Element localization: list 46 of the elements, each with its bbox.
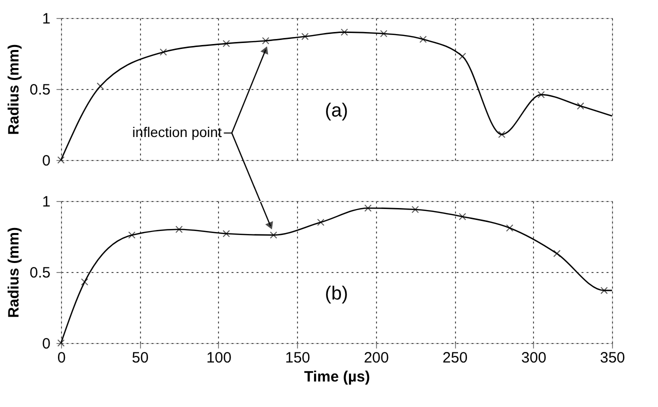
point — [128, 231, 136, 239]
point — [57, 156, 65, 164]
point — [380, 30, 388, 38]
x-tick-label: 250 — [442, 350, 468, 366]
point — [262, 37, 270, 44]
point — [270, 231, 278, 239]
point — [458, 213, 466, 220]
point — [222, 40, 230, 48]
y-tick-label: 0.5 — [30, 82, 50, 98]
y-axis-title: Radius (mm) — [6, 44, 23, 135]
x-tick-label: 100 — [206, 350, 232, 366]
point — [419, 36, 427, 43]
point — [553, 250, 561, 258]
point — [364, 204, 372, 212]
point — [600, 286, 608, 294]
x-tick-label: 300 — [521, 350, 546, 366]
y-axis-title: Radius (mm) — [6, 227, 23, 318]
point — [160, 48, 167, 56]
x-axis-title: Time (µs) — [304, 368, 370, 386]
point — [317, 218, 324, 226]
x-tick-label: 200 — [364, 350, 389, 366]
point — [412, 206, 419, 214]
point — [576, 102, 584, 110]
point — [340, 28, 348, 36]
y-tick-label: 0.5 — [30, 264, 50, 282]
annotation: (b) — [324, 283, 348, 304]
point — [498, 130, 506, 138]
x-tick-label: 150 — [285, 350, 310, 366]
y-tick-label: 0 — [42, 336, 50, 352]
annotation: (a) — [324, 100, 348, 122]
y-tick-label: 1 — [42, 10, 50, 28]
annotation: inflection point — [132, 124, 222, 140]
point — [222, 230, 230, 238]
y-tick-label: 1 — [42, 194, 50, 210]
point — [538, 91, 545, 98]
point — [506, 224, 514, 232]
x-tick-label: 50 — [132, 350, 149, 366]
point — [458, 52, 466, 60]
point — [301, 32, 309, 40]
point — [175, 226, 183, 234]
y-tick-label: 0 — [42, 152, 50, 170]
point — [96, 82, 104, 90]
point — [57, 339, 65, 347]
x-tick-label: 350 — [600, 350, 626, 366]
point — [81, 278, 88, 286]
x-tick-label: 0 — [57, 350, 66, 366]
